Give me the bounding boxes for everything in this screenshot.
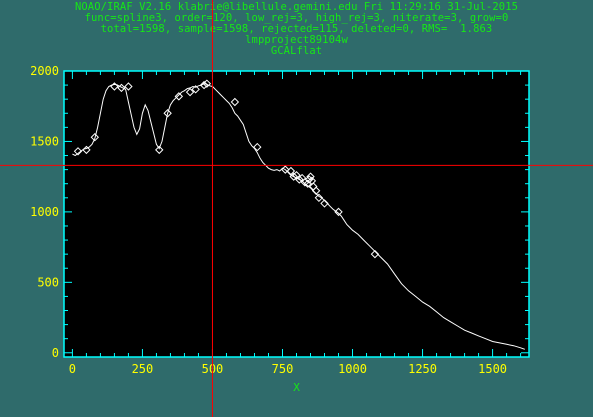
x-axis-label: X [293,381,300,394]
rejected-point [253,142,262,152]
x-tick-label: 1250 [408,362,437,376]
rejected-point [289,172,298,181]
rejected-point [90,133,100,142]
rejected-point [286,166,296,176]
rejected-point [320,199,329,208]
header-system-line: NOAO/IRAF V2.16 klabrie@libellule.gemini… [74,1,519,13]
rejected-point [73,147,83,156]
x-tick-label: 1000 [338,362,367,376]
rejected-point [124,82,133,91]
x-tick-label: 750 [272,362,294,376]
y-tick-label: 500 [37,275,59,289]
rejected-point [199,80,209,90]
y-tick-label: 1500 [30,134,59,148]
rejected-point [306,172,315,181]
rejected-point [295,175,304,184]
rejected-point-markers [73,79,380,259]
rejected-point [281,165,290,174]
x-tick-label: 250 [132,362,154,376]
spline-fit-line [72,83,525,350]
header-fit-params-line: func=spline3, order=120, low_rej=3, high… [84,12,509,24]
header-image-name: lmpproject89104w [245,34,348,46]
rejected-point [174,92,184,101]
rejected-point [230,97,240,107]
y-tick-label: 0 [52,346,59,360]
x-tick-label: 1500 [478,362,507,376]
header-stats-line: total=1598, sample=1598, rejected=115, d… [100,23,493,35]
rejected-point [155,145,164,155]
rejected-point [185,87,195,97]
header-plot-title: GCALflat [270,45,323,57]
rejected-point [82,145,91,155]
rejected-point [370,249,380,259]
y-tick-label: 2000 [30,64,59,78]
rejected-point [311,186,321,195]
rejected-point [110,82,119,91]
rejected-point [163,109,172,118]
plot-frame [63,70,530,358]
y-tick-label: 1000 [30,205,59,219]
plot-area [64,71,529,357]
x-tick-label: 0 [69,362,76,376]
rejected-point [191,85,200,94]
rejected-point [202,79,212,88]
rejected-point [117,83,126,93]
rejected-point [334,207,343,217]
plot-header: NOAO/IRAF V2.16 klabrie@libellule.gemini… [0,2,593,57]
rejected-point [314,193,324,203]
